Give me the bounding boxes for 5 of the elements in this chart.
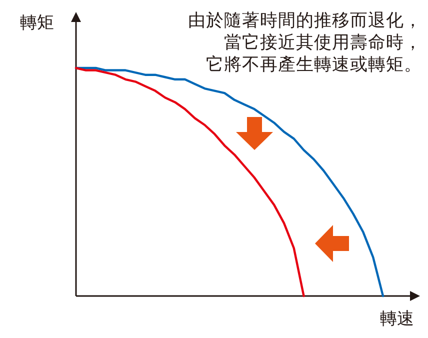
x-axis-title: 轉速	[380, 309, 414, 329]
text: 當它接近其使用壽命時，	[224, 32, 422, 53]
y-axis-title: 轉矩	[20, 13, 54, 33]
annotation: 它將不再產生轉速或轉矩。	[206, 54, 422, 75]
text: 由於隨著時間的推移而退化，	[188, 11, 422, 31]
